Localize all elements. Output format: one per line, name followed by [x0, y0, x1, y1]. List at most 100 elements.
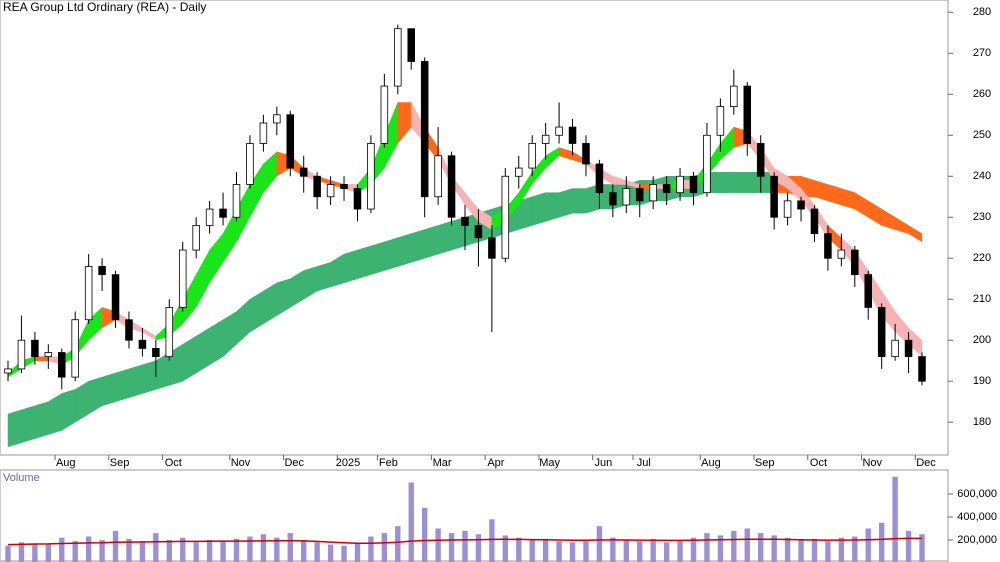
ribbon-segment	[908, 225, 923, 243]
candle-body	[98, 266, 106, 276]
x-tick-label: Mar	[433, 457, 452, 469]
ribbon-segment	[343, 249, 358, 284]
volume-bar	[45, 544, 52, 562]
candle-body	[703, 134, 711, 194]
candle-body	[730, 85, 738, 107]
ribbon-segment	[531, 192, 546, 226]
volume-bar	[744, 528, 750, 562]
candle-body	[17, 339, 26, 370]
ribbon-segment	[720, 171, 735, 193]
y-tick-label: 190	[973, 375, 991, 387]
candle-body	[138, 339, 147, 349]
y-tick-label: 230	[973, 211, 991, 223]
ribbon-segment	[101, 372, 116, 407]
volume-bar	[247, 536, 253, 562]
volume-bar	[798, 540, 804, 562]
x-tick-label: Nov	[862, 457, 882, 469]
volume-bar	[758, 533, 764, 562]
volume-bar	[663, 542, 670, 562]
y-tick-label: 280	[973, 6, 991, 18]
candle-body	[649, 184, 657, 202]
candle-body	[447, 155, 456, 218]
y-tick-label: 270	[973, 47, 991, 59]
x-tick-label: Apr	[487, 457, 504, 469]
candle-body	[689, 175, 698, 194]
volume-bar	[677, 540, 683, 562]
candle-body	[515, 167, 523, 177]
candle-body	[273, 114, 281, 124]
candle-body	[770, 175, 778, 218]
candle-body	[609, 192, 617, 206]
x-tick-label: Sep	[110, 457, 130, 469]
candle-body	[152, 348, 160, 358]
candle-body	[367, 143, 375, 210]
volume-bar	[731, 530, 737, 562]
candle-body	[326, 184, 335, 198]
candle-body	[918, 356, 926, 382]
candle-body	[313, 175, 321, 198]
candle-body	[219, 208, 227, 218]
volume-bar	[139, 541, 146, 562]
candle-body	[783, 200, 792, 218]
candle-body	[461, 216, 469, 226]
x-tick-label: Sep	[755, 457, 775, 469]
ribbon-segment	[34, 401, 49, 439]
candle-body	[4, 368, 12, 374]
ribbon-segment	[437, 221, 452, 255]
x-tick-label: Aug	[56, 457, 76, 469]
volume-bar	[905, 530, 912, 562]
volume-bar	[717, 535, 724, 562]
volume-tick-label: 400,000	[957, 511, 997, 523]
candle-body	[58, 352, 66, 378]
volume-bar	[395, 526, 401, 562]
candle-body	[474, 225, 483, 239]
volume-bar	[153, 533, 159, 562]
ribbon-segment	[545, 192, 560, 222]
volume-bar	[784, 537, 791, 562]
volume-bar	[314, 542, 320, 562]
candle-body	[31, 339, 39, 358]
ribbon-segment	[410, 229, 425, 263]
ribbon-segment	[572, 188, 587, 214]
volume-bar	[5, 545, 11, 562]
volume-bar	[825, 541, 831, 562]
volume-bar	[892, 476, 898, 562]
candle-body	[259, 122, 268, 144]
volume-bar	[408, 482, 414, 562]
ribbon-segment	[357, 245, 372, 280]
candle-body	[44, 352, 53, 358]
volume-bar	[85, 536, 92, 562]
candle-body	[743, 85, 752, 144]
ribbon-segment	[115, 368, 130, 403]
candle-body	[71, 319, 79, 378]
candle-body	[501, 175, 510, 259]
candle-body	[635, 188, 644, 202]
candle-body	[810, 208, 819, 235]
candle-body	[434, 155, 442, 198]
candle-body	[407, 28, 415, 62]
ribbon-segment	[195, 327, 210, 374]
ribbon-segment	[7, 409, 22, 448]
volume-average	[7, 537, 922, 546]
candle-body	[111, 274, 120, 321]
candle-body	[246, 143, 254, 185]
volume-bar	[878, 522, 885, 562]
y-tick-label: 240	[973, 170, 991, 182]
volume-bar	[435, 528, 441, 562]
volume-bar	[180, 537, 186, 562]
y-tick-label: 250	[973, 129, 991, 141]
candle-body	[353, 188, 362, 210]
volume-bar	[354, 543, 361, 562]
x-tick-label: Jul	[637, 457, 651, 469]
candle-body	[541, 134, 550, 144]
volume-bar	[569, 542, 576, 562]
candle-body	[622, 188, 631, 206]
volume-bar	[502, 535, 509, 562]
y-tick-label: 200	[973, 334, 991, 346]
candle-body	[582, 143, 590, 165]
volume-bar	[596, 526, 603, 562]
candle-body	[851, 249, 859, 276]
candle-body	[488, 237, 496, 259]
candle-body	[662, 184, 671, 194]
